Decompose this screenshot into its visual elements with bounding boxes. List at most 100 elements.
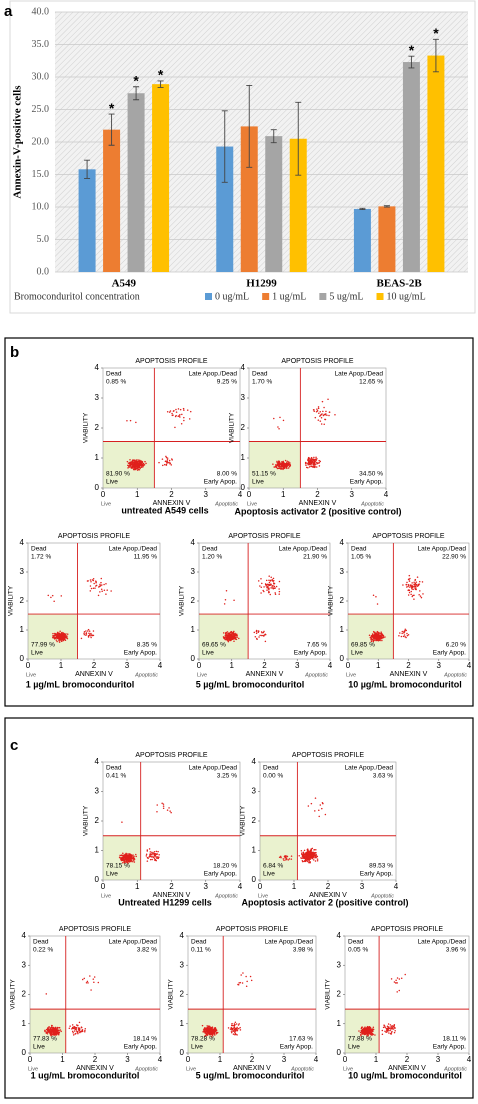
event-dot xyxy=(374,1034,376,1036)
event-dot xyxy=(130,467,133,469)
event-dot xyxy=(377,639,380,642)
x-tick-label: 1 xyxy=(374,1055,379,1064)
event-dot xyxy=(409,585,412,587)
event-dot xyxy=(378,632,380,635)
quadrant-name: Early Apop. xyxy=(294,650,327,657)
quadrant-name: Late Apop./Dead xyxy=(418,939,467,946)
event-dot xyxy=(139,467,142,469)
event-dot xyxy=(61,633,64,635)
bar xyxy=(152,84,170,273)
event-dot xyxy=(234,633,236,636)
y-tick-label: 0 xyxy=(20,654,25,663)
legend-swatch xyxy=(376,293,384,300)
event-dot xyxy=(133,855,135,858)
event-dot xyxy=(59,634,62,636)
event-dot xyxy=(77,1029,80,1031)
quadrant-name: Live xyxy=(202,650,214,657)
event-dot xyxy=(99,584,102,587)
event-dot xyxy=(403,634,406,636)
y-tick-label: 5.0 xyxy=(37,234,50,245)
event-dot xyxy=(52,632,54,635)
x-tick-label: 3 xyxy=(204,882,209,891)
event-dot xyxy=(314,810,316,812)
y-tick-label: 40.0 xyxy=(32,6,50,17)
event-dot xyxy=(316,859,319,862)
event-dot xyxy=(319,420,322,422)
event-dot xyxy=(263,630,265,633)
event-dot xyxy=(372,1026,375,1028)
event-dot xyxy=(265,579,268,582)
event-dot xyxy=(381,633,383,636)
event-dot xyxy=(395,979,397,982)
event-dot xyxy=(323,423,325,425)
quadrant-name: Late Apop./Dead xyxy=(279,546,328,553)
error-bar xyxy=(383,205,390,208)
event-dot xyxy=(371,633,374,635)
y-tick-label: 0 xyxy=(340,654,345,663)
quadrant-percent: 12.65 % xyxy=(359,379,383,386)
event-dot xyxy=(128,466,130,468)
event-dot xyxy=(360,1027,363,1030)
event-dot xyxy=(233,599,235,601)
event-dot xyxy=(128,464,131,467)
quadrant-name: Live xyxy=(106,479,118,486)
event-dot xyxy=(145,855,148,857)
x-tick-label: 0 xyxy=(258,882,263,891)
quadrant-name: Late Apop./Dead xyxy=(189,765,238,772)
y-axis-label: VIABILITY xyxy=(325,979,332,1010)
caption: 5 µg/mL bromoconduritol xyxy=(196,679,305,689)
y-tick-label: 1 xyxy=(241,453,246,462)
event-dot xyxy=(59,630,61,632)
y-axis-label: VIABILITY xyxy=(8,585,15,616)
quadrant-percent: 78.15 % xyxy=(106,863,130,870)
event-dot xyxy=(87,628,90,631)
event-dot xyxy=(139,461,141,463)
event-dot xyxy=(322,802,324,805)
event-dot xyxy=(90,580,92,583)
event-dot xyxy=(126,861,129,864)
event-dot xyxy=(326,414,328,416)
event-dot xyxy=(405,583,408,586)
y-tick-label: 2 xyxy=(340,596,345,605)
event-dot xyxy=(416,585,418,588)
event-dot xyxy=(327,398,329,400)
event-dot xyxy=(360,1026,363,1029)
event-dot xyxy=(315,851,317,854)
event-dot xyxy=(415,581,418,583)
event-dot xyxy=(53,635,55,637)
event-dot xyxy=(381,636,383,639)
quadrant-name: Live xyxy=(33,1044,45,1051)
event-dot xyxy=(414,579,416,581)
x-tick-label: 3 xyxy=(295,661,300,670)
event-dot xyxy=(377,638,379,641)
x-axis-label: ANNEXIN V xyxy=(388,1065,426,1072)
x-tick-label: 2 xyxy=(315,490,320,499)
event-dot xyxy=(44,1030,46,1033)
event-dot xyxy=(209,1033,212,1035)
event-dot xyxy=(137,463,139,465)
corner-label: Apoptotic xyxy=(443,672,467,678)
x-tick-label: 4 xyxy=(467,661,472,670)
event-dot xyxy=(389,1024,392,1026)
event-dot xyxy=(380,632,382,635)
quadrant-name: Early Apop. xyxy=(204,479,237,486)
event-dot xyxy=(273,585,276,588)
event-dot xyxy=(308,466,311,468)
event-dot xyxy=(386,1030,389,1032)
event-dot xyxy=(84,1029,86,1032)
event-dot xyxy=(138,462,140,465)
live-region xyxy=(103,441,155,488)
y-tick-label: 3 xyxy=(340,567,345,576)
caption: 10 µg/mL bromoconduritol xyxy=(348,679,462,689)
event-dot xyxy=(132,466,135,468)
quadrant-percent: 7.65 % xyxy=(307,642,327,649)
event-dot xyxy=(127,464,129,467)
panel-c-frame xyxy=(4,717,474,1099)
event-dot xyxy=(407,589,410,591)
y-tick-label: 2 xyxy=(252,816,257,825)
x-tick-label: 0 xyxy=(101,490,106,499)
corner-label: Live xyxy=(346,672,356,678)
event-dot xyxy=(288,465,291,468)
event-dot xyxy=(394,1030,396,1032)
event-dot xyxy=(314,854,316,857)
